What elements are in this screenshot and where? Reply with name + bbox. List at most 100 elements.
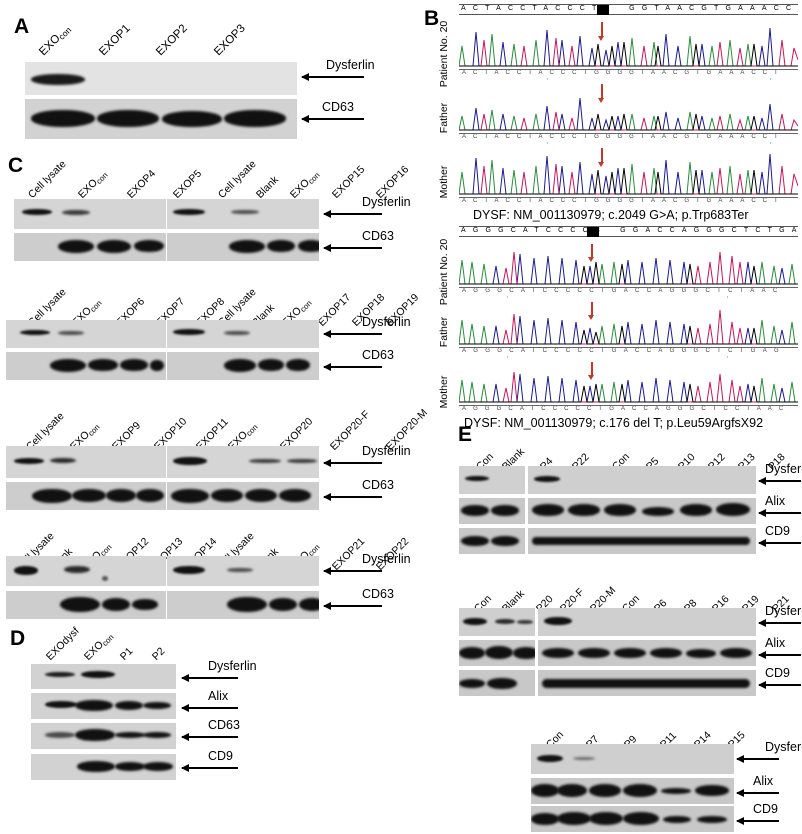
marker-c-cd63-2: CD63 (322, 479, 402, 504)
blot-c2-left-cd63 (6, 482, 166, 510)
lane-label-d-0: EXOdysf (43, 625, 82, 663)
blot-c0-right-cd63 (167, 233, 319, 261)
blot-e1-right-alix (538, 640, 756, 666)
blot-c3-right-dysferlin (167, 556, 319, 586)
marker-d-cd9: CD9 (180, 750, 250, 775)
lane-label-c0-l3: EXOP5 (170, 167, 205, 201)
trace-side-label-mother-2: Mother (438, 375, 450, 409)
lane-label-c2-r3: EXOP20-M (383, 406, 430, 453)
lane-label-c0-l2: EXOP4 (124, 167, 159, 201)
blot-c3-right-cd63 (167, 591, 319, 619)
trace-svg-patient-1 (459, 27, 798, 67)
lane-label-a-2: EXOP2 (154, 22, 190, 59)
blot-c0-left-cd63 (14, 233, 166, 261)
marker-c-dysferlin-2: Dysferlin (322, 445, 411, 470)
lane-label-c0-l0: Cell lysate (25, 158, 69, 201)
lane-label-a-3: EXOP3 (212, 22, 248, 59)
blot-e0-left-dysferlin (459, 466, 525, 494)
blot-e0-left-cd9 (459, 528, 525, 554)
marker-e-alix-1: Alix (757, 637, 802, 662)
marker-c-cd63-0: CD63 (322, 230, 402, 255)
lane-label-a-0: EXOcon (37, 24, 73, 59)
trace-father-2: AGGGCATCCCCCTGACCAGGGCTCTGAG (459, 298, 798, 356)
marker-e-alix-2: Alix (735, 775, 802, 800)
seq-bottom-patient-1: ACTACCTACCCTGGGGTAACGTGAAACCT (459, 69, 798, 78)
blot-c2-right-cd63 (167, 482, 319, 510)
blot-e1-left-cd9 (459, 670, 535, 696)
lane-label-c0-r4: EXOP16 (373, 163, 412, 201)
caption-variant-2: DYSF: NM_001130979; c.176 del T; p.Leu59… (464, 416, 764, 430)
trace-svg-father-1 (459, 97, 798, 131)
blot-c2-left-dysferlin (6, 446, 166, 478)
lane-label-c0-r3: EXOP15 (329, 163, 368, 201)
blot-c0-right-dysferlin (167, 199, 319, 229)
lane-label-c1-r5: EXOP19 (383, 291, 422, 329)
trace-side-label-father-2: Father (438, 316, 450, 348)
seq-bottom-father-2: AGGGCATCCCCCTGACCAGGGCTCTGAG (459, 347, 798, 356)
blot-c1-left-dysferlin (6, 320, 166, 348)
lane-label-d-2: P1 (117, 645, 136, 663)
trace-side-label-patient-2: Patient No. 20 (438, 238, 450, 306)
marker-e-cd9-2: CD9 (735, 803, 802, 828)
seq-bottom-mother-1: ACTACCTACCCTGGGGTAACGTGAAACCT (459, 197, 798, 206)
blot-a-dysferlin (25, 62, 297, 95)
chromatogram-block-2: AGGGCATCCCCC GGACCAGGGCTCTGAG AGGGCATCCCC… (459, 226, 798, 416)
marker-a-dysferlin: Dysferlin (300, 59, 375, 84)
marker-e-dysferlin-1: Dysferlin (757, 605, 802, 630)
lane-label-e1-r5: P21 (769, 593, 792, 615)
blot-c3-left-dysferlin (6, 556, 166, 586)
lane-label-c2-r2: EXOP20-F (327, 408, 373, 453)
marker-e-cd9-1: CD9 (757, 667, 802, 692)
marker-e-dysferlin-0: Dysferlin (757, 463, 802, 488)
seq-top-1: ACTACCTACCCTG GGTAACGTGAAACCT (459, 4, 798, 15)
lane-label-e0-r5: P18 (765, 451, 788, 473)
panel-letter-d: D (10, 627, 26, 650)
lane-label-c1-r3: EXOP17 (315, 291, 354, 329)
lane-label-c0-r0: Cell lysate (215, 158, 259, 201)
blot-e2-alix (531, 778, 734, 804)
trace-svg-mother-1 (459, 153, 798, 195)
marker-e-alix-0: Alix (757, 495, 802, 520)
trace-svg-father-2 (459, 309, 798, 345)
trace-mother-1: ACTACCTACCCTGGGGTAACGTGAAACCT (459, 144, 798, 206)
lane-label-c0-r2: EXOcon (287, 170, 322, 201)
marker-d-dysferlin: Dysferlin (180, 660, 257, 685)
lane-label-c3-r3: EXOP21 (329, 535, 368, 573)
lane-label-c0-l1: EXOcon (75, 170, 110, 201)
trace-patient-2: AGGGCATCCCCCTGACCAGGGCTCTAAC (459, 238, 798, 296)
caption-variant-1: DYSF: NM_001130979; c.2049 G>A; p.Trp683… (473, 208, 749, 222)
blot-c2-right-dysferlin (167, 446, 319, 478)
seq-top-2: AGGGCATCCCCC GGACCAGGGCTCTGAG (459, 226, 798, 237)
seq-bottom-patient-2: AGGGCATCCCCCTGACCAGGGCTCTAAC (459, 287, 798, 296)
marker-e-cd9-0: CD9 (757, 525, 802, 550)
panel-letter-c: C (8, 154, 24, 177)
marker-d-cd63: CD63 (180, 719, 250, 744)
chromatogram-block-1: ACTACCTACCCTG GGTAACGTGAAACCT ACTACCTACCC… (459, 4, 798, 210)
blot-e1-left-alix (459, 640, 535, 666)
trace-side-label-mother-1: Mother (438, 165, 450, 199)
panel-letter-e: E (458, 423, 473, 446)
trace-patient-1: ACTACCTACCCTGGGGTAACGTGAAACCT (459, 16, 798, 78)
trace-side-label-patient-1: Patient No. 20 (438, 20, 450, 88)
trace-side-label-father-1: Father (438, 102, 450, 134)
blot-c1-right-cd63 (167, 352, 319, 380)
trace-mother-2: AGGGCATCCCCCTGACCAGGGCTCCTAAC (459, 358, 798, 414)
lane-label-d-1: EXOcon (81, 632, 116, 663)
panel-letter-b: B (424, 7, 440, 30)
panel-letter-a: A (14, 15, 30, 38)
lane-label-c1-r4: EXOP18 (349, 291, 388, 329)
blot-e2-cd9 (531, 806, 734, 832)
marker-c-dysferlin-1: Dysferlin (322, 316, 411, 341)
blot-e1-right-cd9 (538, 670, 756, 696)
blot-c1-left-cd63 (6, 352, 166, 380)
lane-label-a-1: EXOP1 (97, 22, 133, 59)
seq-bottom-mother-2: AGGGCATCCCCCTGACCAGGGCTCCTAAC (459, 405, 798, 414)
blot-e2-dysferlin (531, 744, 734, 774)
seq-variant-box-1 (597, 4, 609, 15)
blot-d-alix (31, 693, 176, 719)
trace-father-1: ACTACCTACCCTGGGGTAACGTGAAACCT (459, 80, 798, 142)
marker-c-cd63-3: CD63 (322, 588, 402, 613)
marker-d-alix: Alix (180, 690, 250, 715)
trace-svg-patient-2 (459, 251, 798, 285)
